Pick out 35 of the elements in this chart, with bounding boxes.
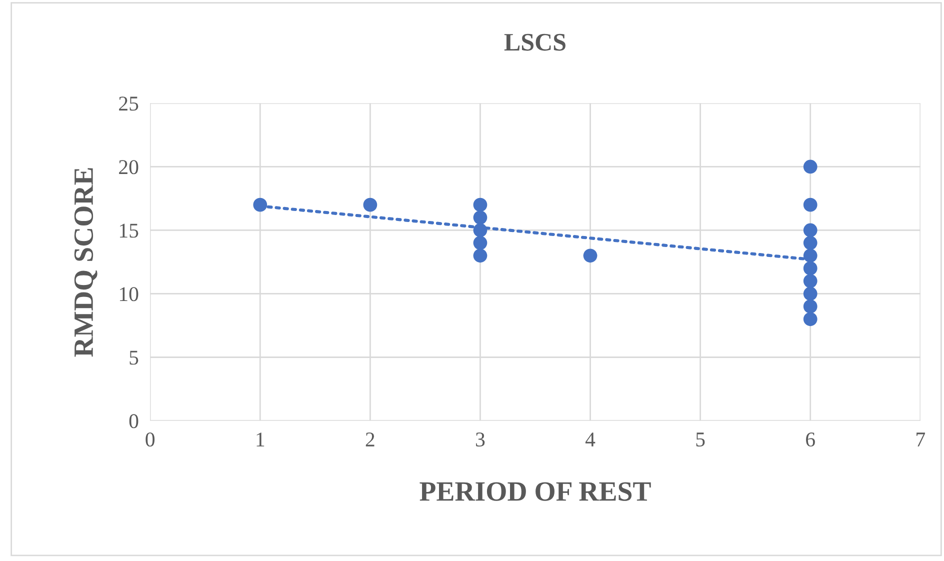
point xyxy=(473,248,488,263)
point xyxy=(803,274,818,288)
point xyxy=(803,223,818,238)
y-tick-label: 5 xyxy=(130,350,138,365)
point xyxy=(363,198,378,212)
y-axis-title: RMDQ SCORE xyxy=(74,168,98,357)
point xyxy=(803,299,818,314)
chart-title: LSCS xyxy=(504,34,566,51)
point xyxy=(473,236,488,250)
x-axis-title: PERIOD OF REST xyxy=(420,482,651,501)
point xyxy=(803,312,818,326)
point xyxy=(803,261,818,276)
point xyxy=(253,198,268,212)
y-tick-label: 0 xyxy=(129,414,138,428)
x-tick-label: 6 xyxy=(806,432,815,447)
y-tick-label: 15 xyxy=(120,224,138,238)
point xyxy=(803,248,818,263)
point xyxy=(473,223,488,238)
x-tick-label: 0 xyxy=(146,432,155,447)
x-tick-label: 4 xyxy=(585,432,596,446)
y-tick-label: 25 xyxy=(119,96,138,111)
x-tick-label: 1 xyxy=(256,432,264,446)
y-tick-label: 10 xyxy=(120,287,138,302)
y-tick-label: 20 xyxy=(119,160,138,174)
x-tick-label: 2 xyxy=(366,432,374,446)
x-tick-label: 5 xyxy=(696,432,705,447)
point xyxy=(803,160,818,174)
point xyxy=(803,286,818,301)
point xyxy=(803,198,818,212)
point xyxy=(473,198,488,212)
point xyxy=(583,248,598,263)
point xyxy=(803,236,818,250)
x-tick-label: 3 xyxy=(476,432,485,447)
point xyxy=(473,210,488,224)
x-tick-label: 7 xyxy=(916,432,926,446)
